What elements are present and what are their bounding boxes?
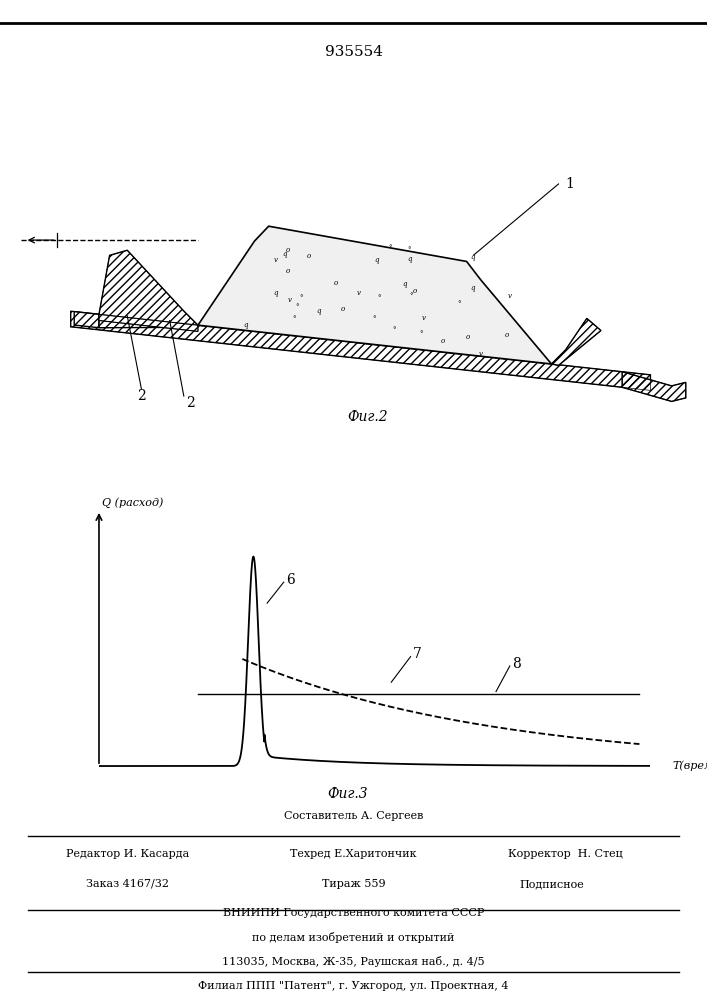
Text: °: °	[457, 300, 460, 308]
Text: o: o	[341, 305, 345, 313]
Text: 113035, Москва, Ж-35, Раушская наб., д. 4/5: 113035, Москва, Ж-35, Раушская наб., д. …	[222, 956, 485, 967]
Text: °: °	[372, 315, 375, 323]
Text: o: o	[466, 333, 470, 341]
Polygon shape	[551, 318, 601, 365]
Polygon shape	[99, 250, 198, 328]
Text: o: o	[333, 279, 338, 287]
Text: °: °	[377, 294, 380, 302]
Polygon shape	[74, 312, 99, 328]
Polygon shape	[71, 311, 650, 390]
Text: q: q	[470, 253, 474, 261]
Text: o: o	[413, 287, 417, 295]
Text: q: q	[408, 255, 412, 263]
Text: q: q	[317, 307, 321, 315]
Text: Составитель А. Сергеев: Составитель А. Сергеев	[284, 811, 423, 821]
Text: 2: 2	[137, 389, 146, 403]
Text: Корректор  Н. Стец: Корректор Н. Стец	[508, 849, 623, 859]
Text: v: v	[357, 289, 361, 297]
Text: Филиал ППП "Патент", г. Ужгород, ул. Проектная, 4: Филиал ППП "Патент", г. Ужгород, ул. Про…	[198, 981, 509, 991]
Text: v: v	[421, 314, 426, 322]
Text: o: o	[286, 267, 290, 275]
Text: °: °	[407, 246, 411, 254]
Text: 8: 8	[513, 657, 521, 671]
Text: o: o	[286, 246, 290, 254]
Text: по делам изобретений и открытий: по делам изобретений и открытий	[252, 932, 455, 943]
Text: Редактор И. Касарда: Редактор И. Касарда	[66, 849, 189, 859]
Text: Фиг.3: Фиг.3	[327, 787, 368, 801]
Text: q: q	[402, 280, 407, 288]
Text: o: o	[441, 337, 445, 345]
Polygon shape	[622, 372, 686, 401]
Text: 6: 6	[286, 573, 296, 587]
Text: Q (расход): Q (расход)	[102, 497, 163, 508]
Text: 2: 2	[187, 396, 195, 410]
Polygon shape	[198, 226, 551, 364]
Text: °: °	[296, 303, 299, 311]
Text: 7: 7	[414, 647, 422, 661]
Text: q: q	[471, 284, 475, 292]
Text: Техред Е.Харитончик: Техред Е.Харитончик	[291, 849, 416, 859]
Text: q: q	[243, 321, 248, 329]
Text: °: °	[388, 244, 392, 252]
Text: o: o	[505, 331, 509, 339]
Text: o: o	[307, 252, 311, 260]
Text: °: °	[409, 292, 413, 300]
Text: q: q	[282, 250, 286, 258]
Text: T(время): T(время)	[672, 761, 707, 771]
Text: 935554: 935554	[325, 45, 382, 60]
Text: °: °	[299, 294, 303, 302]
Text: Подписное: Подписное	[519, 879, 584, 889]
Text: Заказ 4167/32: Заказ 4167/32	[86, 879, 169, 889]
Text: v: v	[479, 350, 482, 358]
Text: Тираж 559: Тираж 559	[322, 879, 385, 889]
Text: °: °	[419, 331, 422, 339]
Text: °: °	[392, 327, 396, 335]
Text: 1: 1	[566, 177, 575, 191]
Polygon shape	[99, 314, 198, 331]
Text: q: q	[274, 289, 278, 297]
Text: v: v	[274, 256, 278, 264]
Text: v: v	[508, 292, 512, 300]
Text: v: v	[288, 296, 292, 304]
Text: ВНИИПИ Государственного комитета СССР: ВНИИПИ Государственного комитета СССР	[223, 908, 484, 918]
Text: Фиг.2: Фиг.2	[347, 410, 388, 424]
Text: °: °	[293, 315, 296, 323]
Text: q: q	[375, 256, 379, 264]
